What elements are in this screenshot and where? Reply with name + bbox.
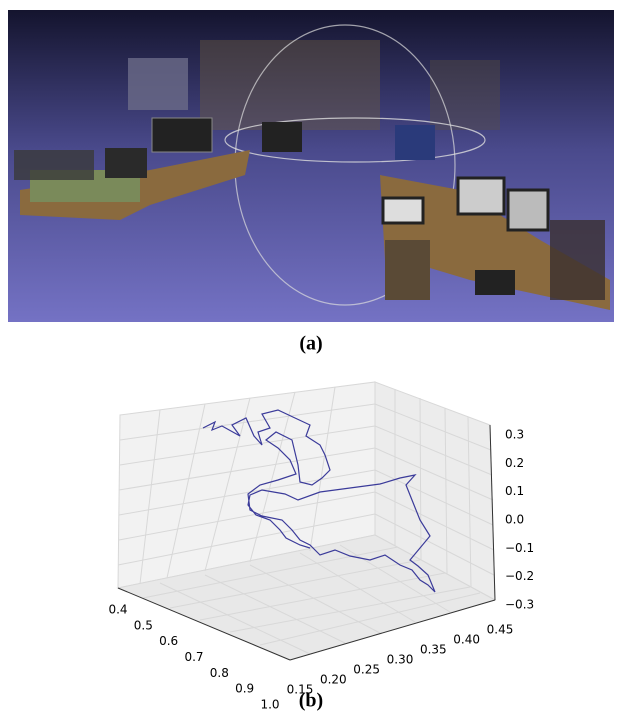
figure: (a) 0.40.50.60.70.80.91.0 0.150.200.250.…: [0, 0, 623, 720]
z-tick-labels: 0.3 0.2 0.1 0.0 −0.1 −0.2 −0.3: [505, 428, 534, 612]
caption-b: (b): [299, 690, 323, 712]
z-tick-label: 0.1: [505, 484, 524, 498]
z-tick-label: 0.2: [505, 456, 524, 470]
x-tick-label: 0.5: [134, 618, 153, 632]
y-tick-label: 0.20: [320, 673, 347, 687]
x-tick-label: 0.8: [210, 666, 229, 680]
z-tick-label: −0.3: [505, 598, 534, 612]
x-tick-label: 0.4: [108, 603, 127, 617]
z-tick-label: 0.0: [505, 513, 524, 527]
y-tick-label: 0.30: [387, 653, 414, 667]
z-tick-label: −0.1: [505, 541, 534, 555]
y-tick-label: 0.40: [453, 633, 480, 647]
z-tick-label: −0.2: [505, 569, 534, 583]
y-tick-label: 0.25: [353, 663, 380, 677]
figure-svg: (a) 0.40.50.60.70.80.91.0 0.150.200.250.…: [0, 0, 623, 720]
z-tick-label: 0.3: [505, 428, 524, 442]
y-tick-label: 0.35: [420, 643, 447, 657]
point-cloud-image: [8, 10, 614, 322]
x-tick-label: 0.7: [184, 650, 203, 664]
y-tick-label: 0.45: [487, 623, 514, 637]
x-tick-label: 0.9: [235, 682, 254, 696]
caption-a: (a): [299, 333, 322, 355]
x-tick-label: 0.6: [159, 634, 178, 648]
x-tick-label: 1.0: [260, 698, 279, 712]
